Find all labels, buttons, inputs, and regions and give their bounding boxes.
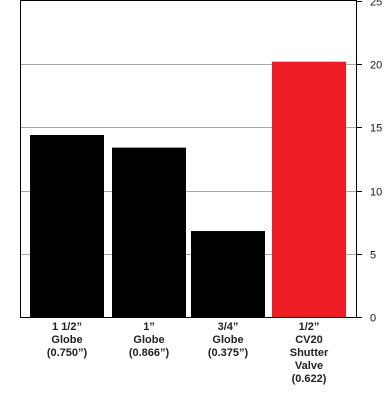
bar-3 [191, 231, 265, 317]
bars [30, 61, 346, 318]
y-tick-label: 5 [370, 250, 376, 262]
x-category-label: 1 1/2” Globe (0.750”) [46, 321, 88, 359]
bar-4 [272, 61, 346, 318]
x-category-label: 1” Globe (0.866”) [128, 321, 170, 359]
y-axis-ticks: 0 5 10 15 20 25 [356, 0, 382, 325]
bar-2 [112, 147, 186, 317]
y-tick-label: 15 [370, 123, 382, 135]
x-category-label: 3/4” Globe (0.375”) [207, 321, 249, 359]
y-tick-label: 10 [370, 187, 382, 199]
y-tick-label: 20 [370, 60, 382, 72]
bar-1 [30, 134, 104, 317]
plot-frame [20, 0, 357, 318]
x-category-label: 1/2” CV20 Shutter Valve (0.622) [289, 321, 329, 385]
y-tick-label: 0 [370, 313, 376, 325]
y-tick-label: 25 [370, 0, 382, 9]
